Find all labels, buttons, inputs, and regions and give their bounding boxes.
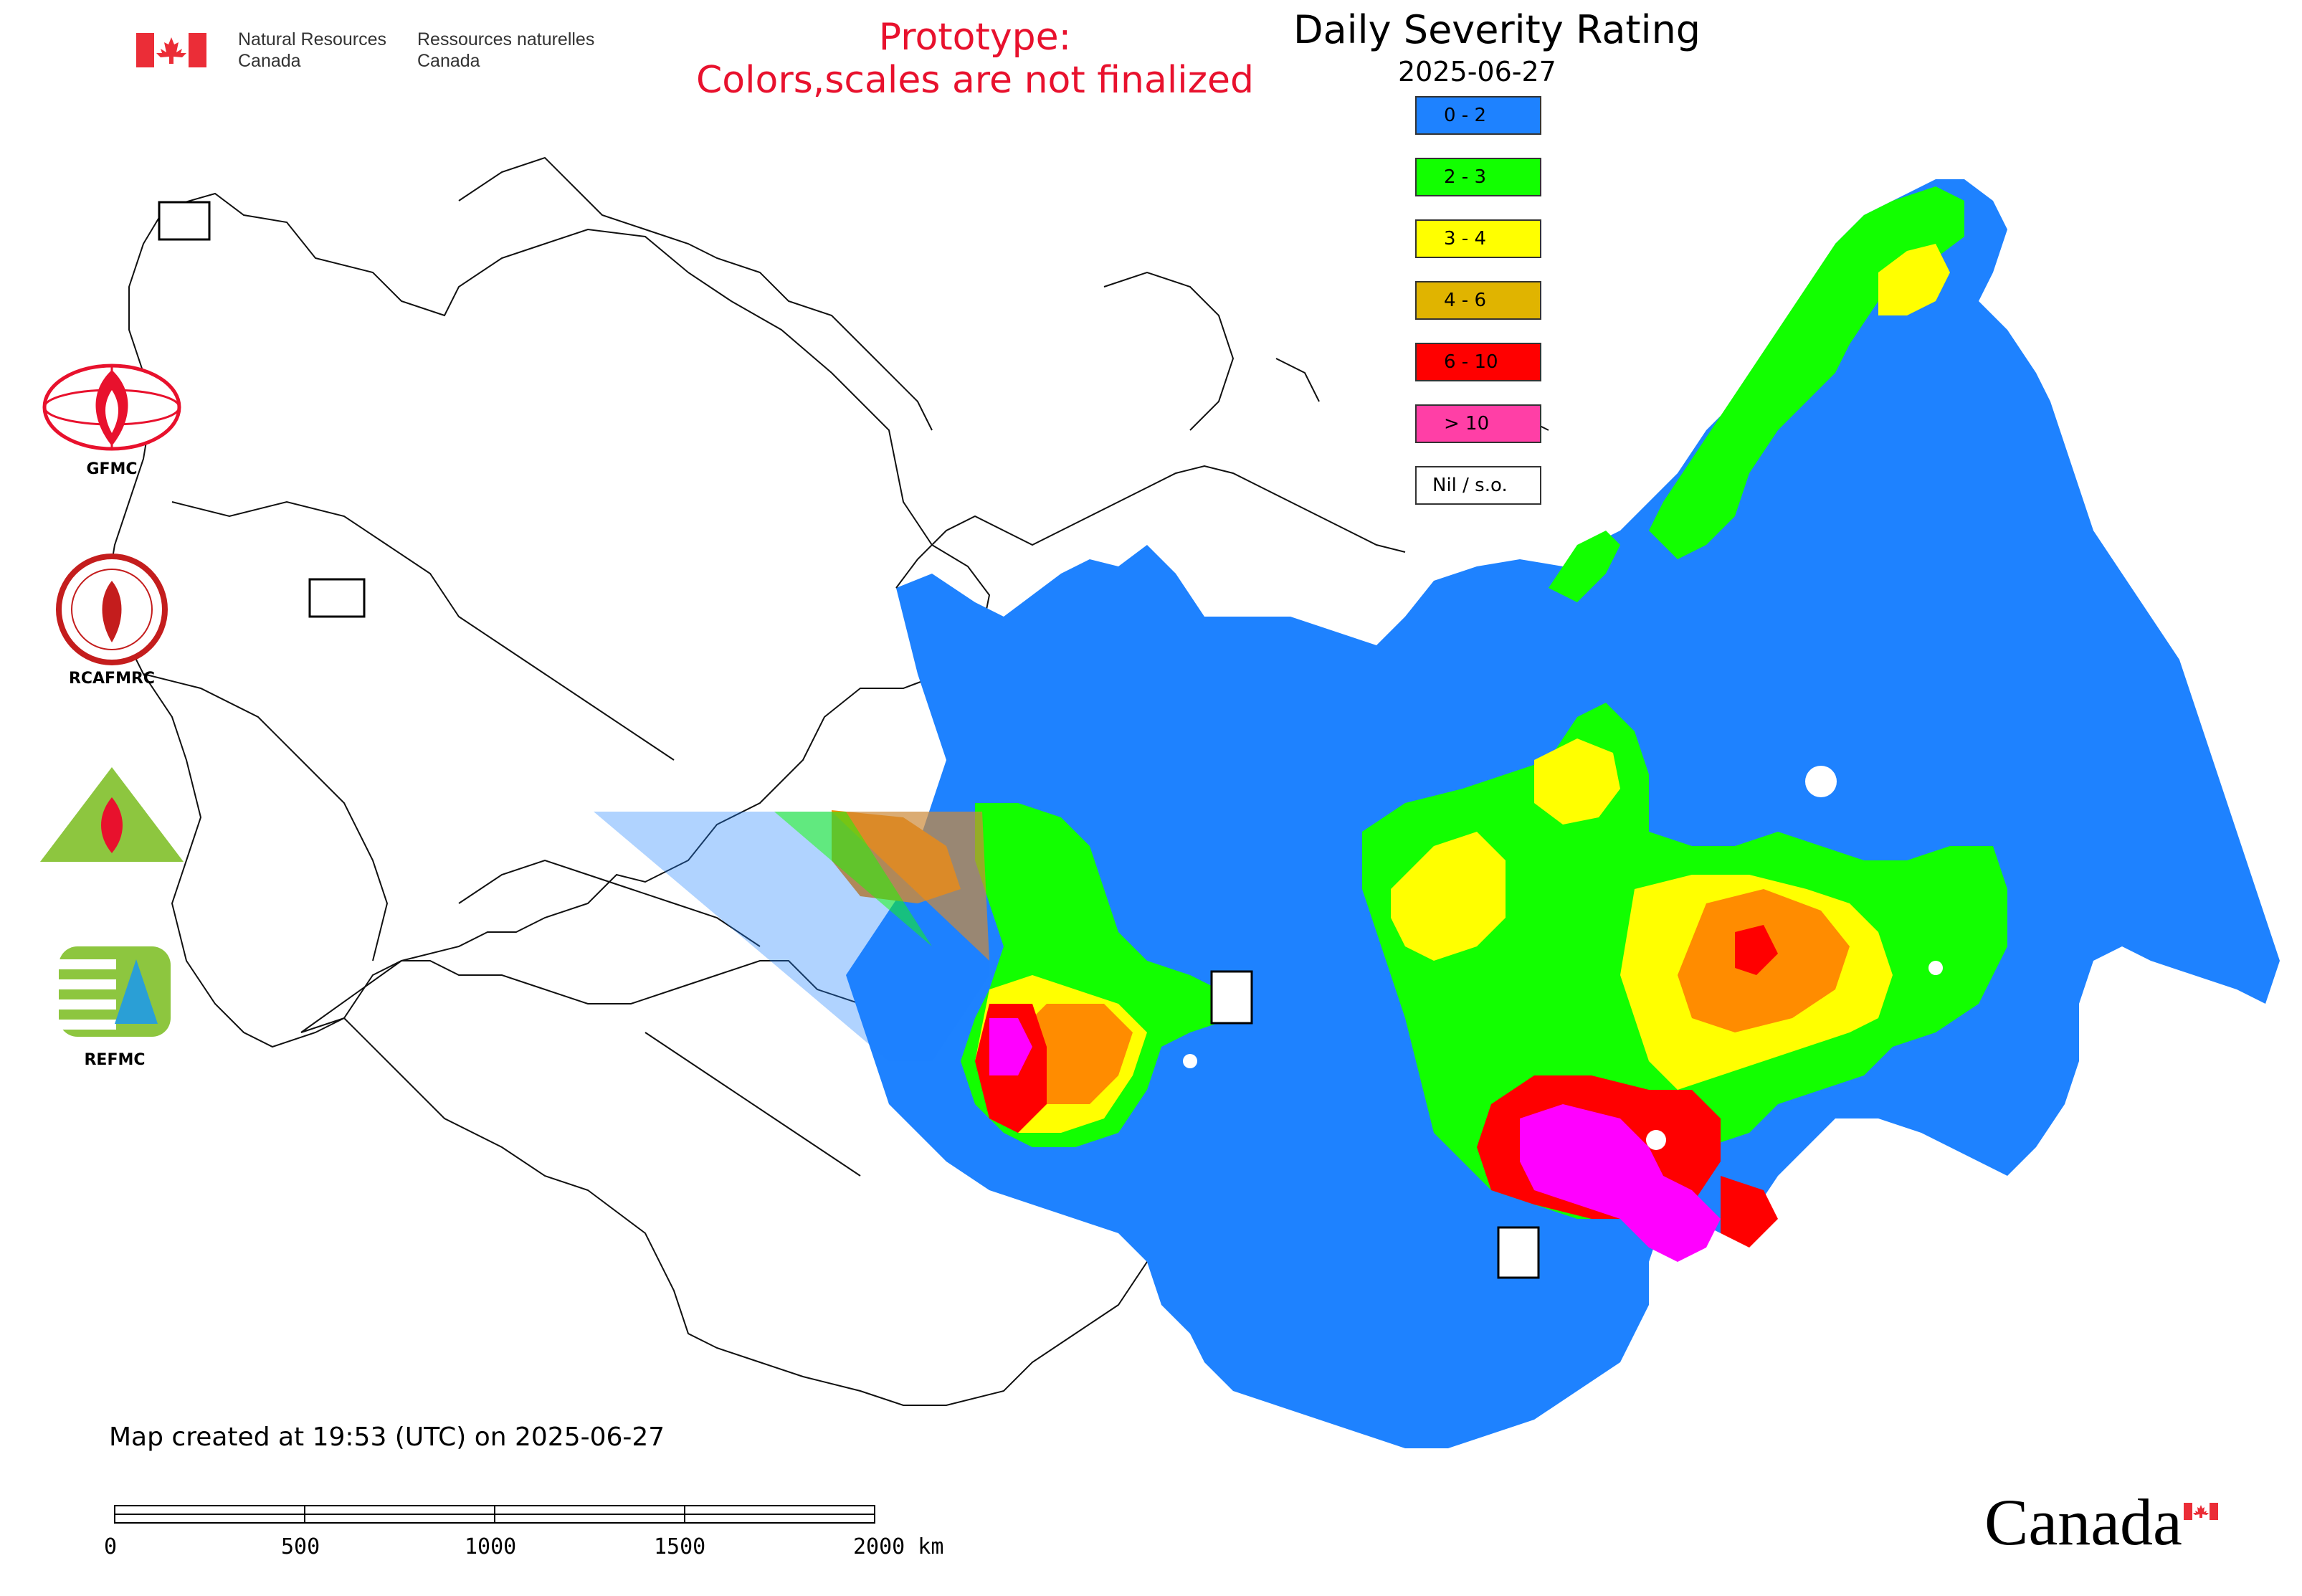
legend-item-nil: Nil / s.o. bbox=[1415, 466, 1541, 505]
scale-label-1000: 1000 bbox=[465, 1534, 517, 1559]
scale-label-1500: 1500 bbox=[654, 1534, 706, 1559]
legend-label: 6 - 10 bbox=[1444, 351, 1498, 373]
legend-item-over-10: > 10 bbox=[1415, 404, 1541, 443]
legend-item-4-6: 4 - 6 bbox=[1415, 281, 1541, 320]
legend-label: Nil / s.o. bbox=[1432, 475, 1508, 496]
agency-name-en: Natural Resources Canada bbox=[238, 29, 387, 71]
canada-wordmark: Canada bbox=[1984, 1486, 2182, 1559]
gfmc-map-marker bbox=[158, 201, 211, 241]
canada-wordmark-flag-icon bbox=[2184, 1503, 2218, 1520]
scale-label-500: 500 bbox=[281, 1534, 320, 1559]
scale-label-0: 0 bbox=[104, 1534, 118, 1559]
canada-flag-icon bbox=[136, 33, 206, 67]
agency-name-fr: Ressources naturelles Canada bbox=[417, 29, 595, 71]
scale-bar bbox=[114, 1505, 875, 1524]
legend-item-0-2: 0 - 2 bbox=[1415, 96, 1541, 135]
map-created-timestamp: Map created at 19:53 (UTC) on 2025-06-27 bbox=[109, 1422, 665, 1452]
legend: 0 - 2 2 - 3 3 - 4 4 - 6 6 - 10 > 10 Nil … bbox=[1415, 96, 1544, 512]
rcafmrc-label: RCAFMRC bbox=[68, 670, 156, 688]
rcafmrc-logo: RCAFMRC bbox=[40, 552, 184, 695]
map-title: Daily Severity Rating bbox=[1293, 7, 1701, 52]
refmc-label: REFMC bbox=[84, 1051, 146, 1069]
reefmc-logo bbox=[40, 767, 184, 875]
legend-label: > 10 bbox=[1444, 413, 1490, 434]
severity-data-region bbox=[832, 179, 2280, 1448]
prototype-notice: Prototype: Colors,scales are not finaliz… bbox=[695, 16, 1255, 102]
refmc-logo: REFMC bbox=[57, 945, 172, 1088]
legend-item-6-10: 6 - 10 bbox=[1415, 343, 1541, 381]
scale-label-2000-km: 2000 km bbox=[853, 1534, 944, 1559]
rcafmrc-map-marker bbox=[1497, 1226, 1540, 1279]
legend-label: 3 - 4 bbox=[1444, 228, 1486, 250]
legend-label: 0 - 2 bbox=[1444, 105, 1486, 126]
legend-label: 2 - 3 bbox=[1444, 166, 1486, 188]
gfmc-logo: GFMC bbox=[40, 361, 184, 478]
legend-item-3-4: 3 - 4 bbox=[1415, 219, 1541, 258]
map-date: 2025-06-27 bbox=[1398, 56, 1556, 87]
legend-label: 4 - 6 bbox=[1444, 290, 1486, 311]
legend-item-2-3: 2 - 3 bbox=[1415, 158, 1541, 196]
gfmc-label: GFMC bbox=[86, 460, 138, 478]
reefmc-map-marker bbox=[308, 578, 366, 618]
projection-artifact bbox=[594, 812, 989, 1061]
refmc-map-marker bbox=[1210, 970, 1253, 1025]
